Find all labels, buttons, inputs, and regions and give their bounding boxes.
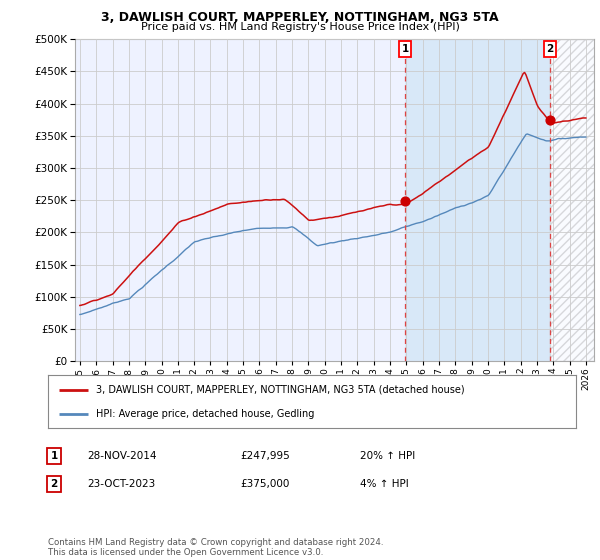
Text: HPI: Average price, detached house, Gedling: HPI: Average price, detached house, Gedl… [95,409,314,419]
Bar [405,39,550,361]
Text: 2: 2 [50,479,58,489]
Text: £247,995: £247,995 [240,451,290,461]
Text: 20% ↑ HPI: 20% ↑ HPI [360,451,415,461]
Text: 28-NOV-2014: 28-NOV-2014 [87,451,157,461]
Text: 3, DAWLISH COURT, MAPPERLEY, NOTTINGHAM, NG3 5TA (detached house): 3, DAWLISH COURT, MAPPERLEY, NOTTINGHAM,… [95,385,464,395]
Text: Price paid vs. HM Land Registry's House Price Index (HPI): Price paid vs. HM Land Registry's House … [140,22,460,32]
Text: 1: 1 [50,451,58,461]
Bar [550,39,600,361]
Point [545,115,555,124]
Text: 2: 2 [547,44,554,54]
Text: Contains HM Land Registry data © Crown copyright and database right 2024.
This d: Contains HM Land Registry data © Crown c… [48,538,383,557]
Bar [550,39,600,361]
Text: 3, DAWLISH COURT, MAPPERLEY, NOTTINGHAM, NG3 5TA: 3, DAWLISH COURT, MAPPERLEY, NOTTINGHAM,… [101,11,499,24]
Text: 1: 1 [401,44,409,54]
Text: 23-OCT-2023: 23-OCT-2023 [87,479,155,489]
Text: 4% ↑ HPI: 4% ↑ HPI [360,479,409,489]
Text: £375,000: £375,000 [240,479,289,489]
Point [400,197,410,206]
